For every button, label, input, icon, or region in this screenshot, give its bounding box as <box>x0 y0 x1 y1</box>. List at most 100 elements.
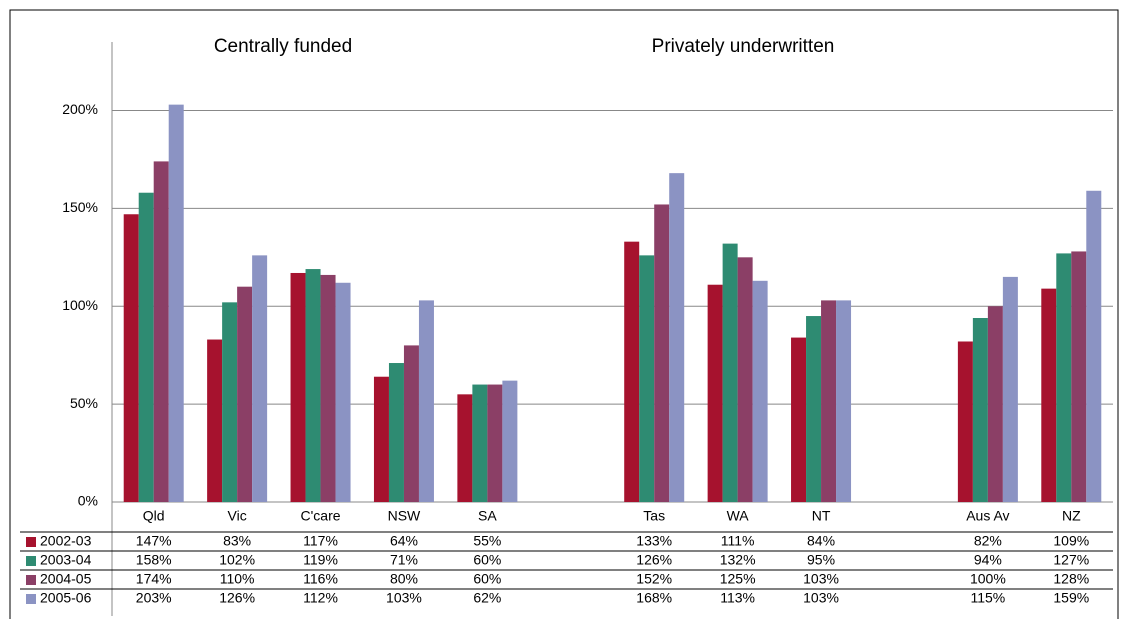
table-cell: 147% <box>136 533 172 549</box>
bar <box>457 394 473 502</box>
bar <box>791 337 807 502</box>
annotation: Privately underwritten <box>652 36 835 57</box>
table-cell: 111% <box>721 533 755 549</box>
table-cell: 94% <box>974 552 1002 568</box>
x-tick-label: SA <box>478 508 497 524</box>
table-cell: 159% <box>1053 590 1089 606</box>
table-cell: 152% <box>636 571 672 587</box>
x-tick-label: C'care <box>301 508 341 524</box>
table-cell: 112% <box>303 590 338 606</box>
bar <box>487 384 503 502</box>
bar <box>669 173 685 503</box>
bar <box>707 284 723 502</box>
x-tick-label: Aus Av <box>966 508 1009 524</box>
x-tick-label: Tas <box>643 508 665 524</box>
table-cell: 113% <box>720 590 755 606</box>
bar <box>305 269 321 502</box>
table-cell: 116% <box>303 571 338 587</box>
bar <box>168 104 184 502</box>
bar <box>1056 253 1072 502</box>
bar <box>472 384 488 502</box>
x-tick-label: NZ <box>1062 508 1081 524</box>
table-cell: 158% <box>136 552 172 568</box>
table-cell: 109% <box>1053 533 1089 549</box>
annotation: Centrally funded <box>214 36 352 57</box>
bar <box>821 300 837 502</box>
legend-key <box>26 556 36 566</box>
bar <box>388 363 404 502</box>
table-cell: 110% <box>220 571 255 587</box>
x-tick-label: NSW <box>388 508 421 524</box>
bar <box>290 272 306 502</box>
bar <box>722 243 738 503</box>
table-cell: 62% <box>473 590 501 606</box>
table-cell: 103% <box>803 590 839 606</box>
bar <box>153 161 169 503</box>
table-cell: 103% <box>803 571 839 587</box>
bar <box>639 255 655 502</box>
bar <box>1041 288 1057 502</box>
table-cell: 128% <box>1053 571 1089 587</box>
y-tick-label: 0% <box>78 493 98 509</box>
legend-label: 2003-04 <box>40 552 92 568</box>
y-tick-label: 200% <box>62 101 98 117</box>
y-tick-label: 150% <box>62 199 98 215</box>
bar <box>752 280 768 502</box>
table-cell: 80% <box>390 571 418 587</box>
bar <box>320 274 336 502</box>
x-tick-label: Vic <box>228 508 247 524</box>
bar <box>403 345 419 502</box>
table-cell: 119% <box>303 552 338 568</box>
table-cell: 84% <box>807 533 835 549</box>
table-cell: 64% <box>390 533 418 549</box>
table-cell: 174% <box>136 571 172 587</box>
bar <box>207 339 223 502</box>
table-cell: 71% <box>390 552 418 568</box>
table-cell: 100% <box>970 571 1006 587</box>
table-cell: 102% <box>219 552 255 568</box>
y-tick-label: 100% <box>62 297 98 313</box>
bar <box>624 241 640 502</box>
table-cell: 127% <box>1053 552 1089 568</box>
legend-key <box>26 537 36 547</box>
bar <box>972 318 988 502</box>
table-cell: 117% <box>303 533 338 549</box>
bar <box>1002 276 1018 502</box>
legend-label: 2004-05 <box>40 571 92 587</box>
legend-label: 2002-03 <box>40 533 92 549</box>
bar <box>123 214 139 503</box>
chart-frame <box>9 9 1119 619</box>
table-cell: 125% <box>720 571 756 587</box>
table-cell: 115% <box>970 590 1005 606</box>
table-cell: 203% <box>136 590 172 606</box>
legend-key <box>26 594 36 604</box>
table-cell: 132% <box>720 552 756 568</box>
x-tick-label: Qld <box>143 508 165 524</box>
table-cell: 126% <box>219 590 255 606</box>
bar <box>138 192 154 503</box>
bar <box>222 302 238 502</box>
bar <box>737 257 753 502</box>
table-cell: 55% <box>473 533 501 549</box>
x-tick-label: NT <box>812 508 831 524</box>
bar <box>373 376 389 502</box>
y-tick-label: 50% <box>70 395 98 411</box>
table-cell: 95% <box>807 552 835 568</box>
bar <box>418 300 434 502</box>
table-cell: 133% <box>636 533 672 549</box>
bar <box>502 380 518 502</box>
table-cell: 103% <box>386 590 422 606</box>
table-cell: 168% <box>636 590 672 606</box>
table-cell: 60% <box>473 552 501 568</box>
x-tick-label: WA <box>727 508 750 524</box>
bar <box>252 255 268 502</box>
table-cell: 126% <box>636 552 672 568</box>
bar <box>836 300 852 502</box>
table-cell: 82% <box>974 533 1002 549</box>
bar <box>957 341 973 502</box>
legend-label: 2005-06 <box>40 590 92 606</box>
table-cell: 83% <box>223 533 251 549</box>
legend-key <box>26 575 36 585</box>
bar <box>806 316 822 502</box>
